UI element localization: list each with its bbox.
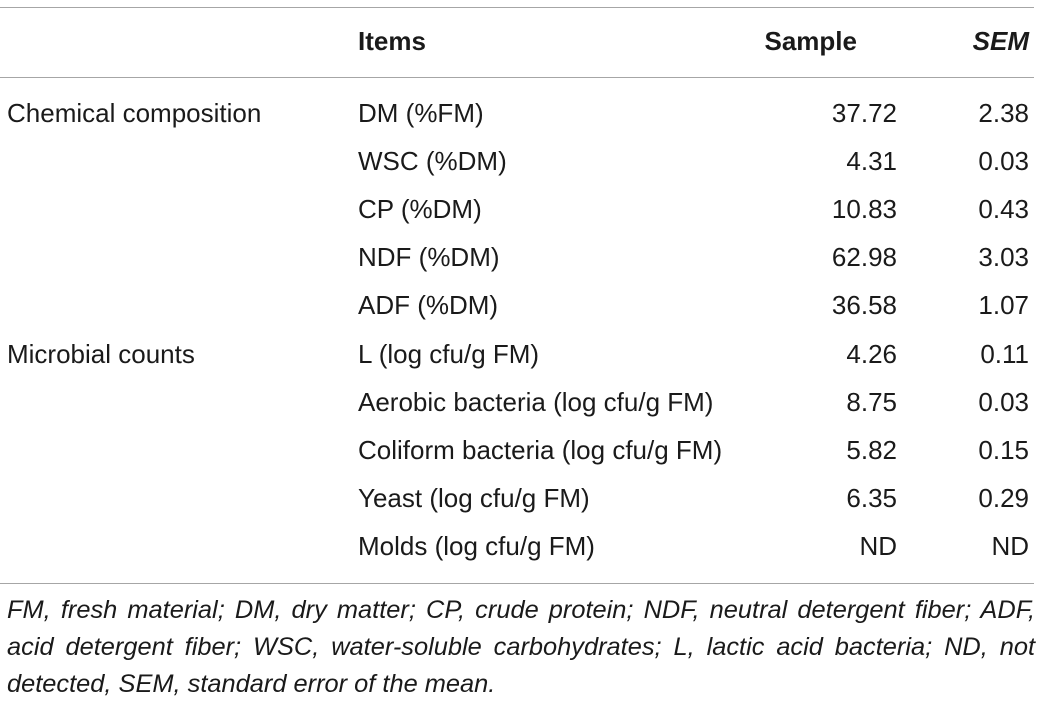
group-label: Microbial counts [7,339,195,369]
sample-value: 8.75 [846,387,897,417]
item-label: L (log cfu/g FM) [358,339,540,369]
sem-value: 0.43 [978,194,1029,224]
sample-value: 10.83 [831,194,897,224]
sample-value: 37.72 [831,98,897,128]
header-sem: SEM [972,26,1029,56]
item-label: CP (%DM) [358,194,482,224]
item-label: Molds (log cfu/g FM) [358,531,595,561]
item-label: Yeast (log cfu/g FM) [358,483,590,513]
bottom-rule [0,583,1034,584]
table-row: CP (%DM) 10.83 0.43 [0,185,1041,233]
table-row: Coliform bacteria (log cfu/g FM) 5.82 0.… [0,426,1041,474]
sample-value: 62.98 [831,242,897,272]
sem-value: 0.11 [980,339,1029,369]
item-label: NDF (%DM) [358,242,500,272]
table-row: Molds (log cfu/g FM) ND ND [0,522,1041,570]
header-items: Items [358,26,426,56]
item-label: DM (%FM) [358,98,484,128]
sem-value: 2.38 [978,98,1029,128]
sample-value: ND [859,531,897,561]
table-row: Aerobic bacteria (log cfu/g FM) 8.75 0.0… [0,378,1041,426]
item-label: ADF (%DM) [358,290,499,320]
table-row: WSC (%DM) 4.31 0.03 [0,137,1041,185]
sample-value: 6.35 [846,483,897,513]
sem-value: 0.03 [978,146,1029,176]
header-sample: Sample [764,26,858,56]
table-row: Chemical composition DM (%FM) 37.72 2.38 [0,89,1041,137]
sem-value: 1.07 [978,290,1029,320]
table-row: ADF (%DM) 36.58 1.07 [0,281,1041,329]
sem-value: 3.03 [978,242,1029,272]
table-header-row: Items Sample SEM [0,17,1041,65]
top-rule [0,7,1034,8]
group-label: Chemical composition [7,98,262,128]
sem-value: 0.03 [978,387,1029,417]
item-label: Coliform bacteria (log cfu/g FM) [358,435,723,465]
table-row: Microbial counts L (log cfu/g FM) 4.26 0… [0,330,1041,378]
table-row: NDF (%DM) 62.98 3.03 [0,233,1041,281]
sample-value: 5.82 [846,435,897,465]
sample-value: 4.26 [846,339,897,369]
sample-value: 4.31 [846,146,897,176]
table-footnote: FM, fresh material; DM, dry matter; CP, … [7,596,1035,698]
sample-value: 36.58 [831,290,897,320]
sem-value: 0.15 [978,435,1029,465]
table-row: Yeast (log cfu/g FM) 6.35 0.29 [0,474,1041,522]
item-label: Aerobic bacteria (log cfu/g FM) [358,387,714,417]
sem-value: 0.29 [978,483,1029,513]
header-rule [0,77,1034,78]
sem-value: ND [991,531,1029,561]
item-label: WSC (%DM) [358,146,507,176]
